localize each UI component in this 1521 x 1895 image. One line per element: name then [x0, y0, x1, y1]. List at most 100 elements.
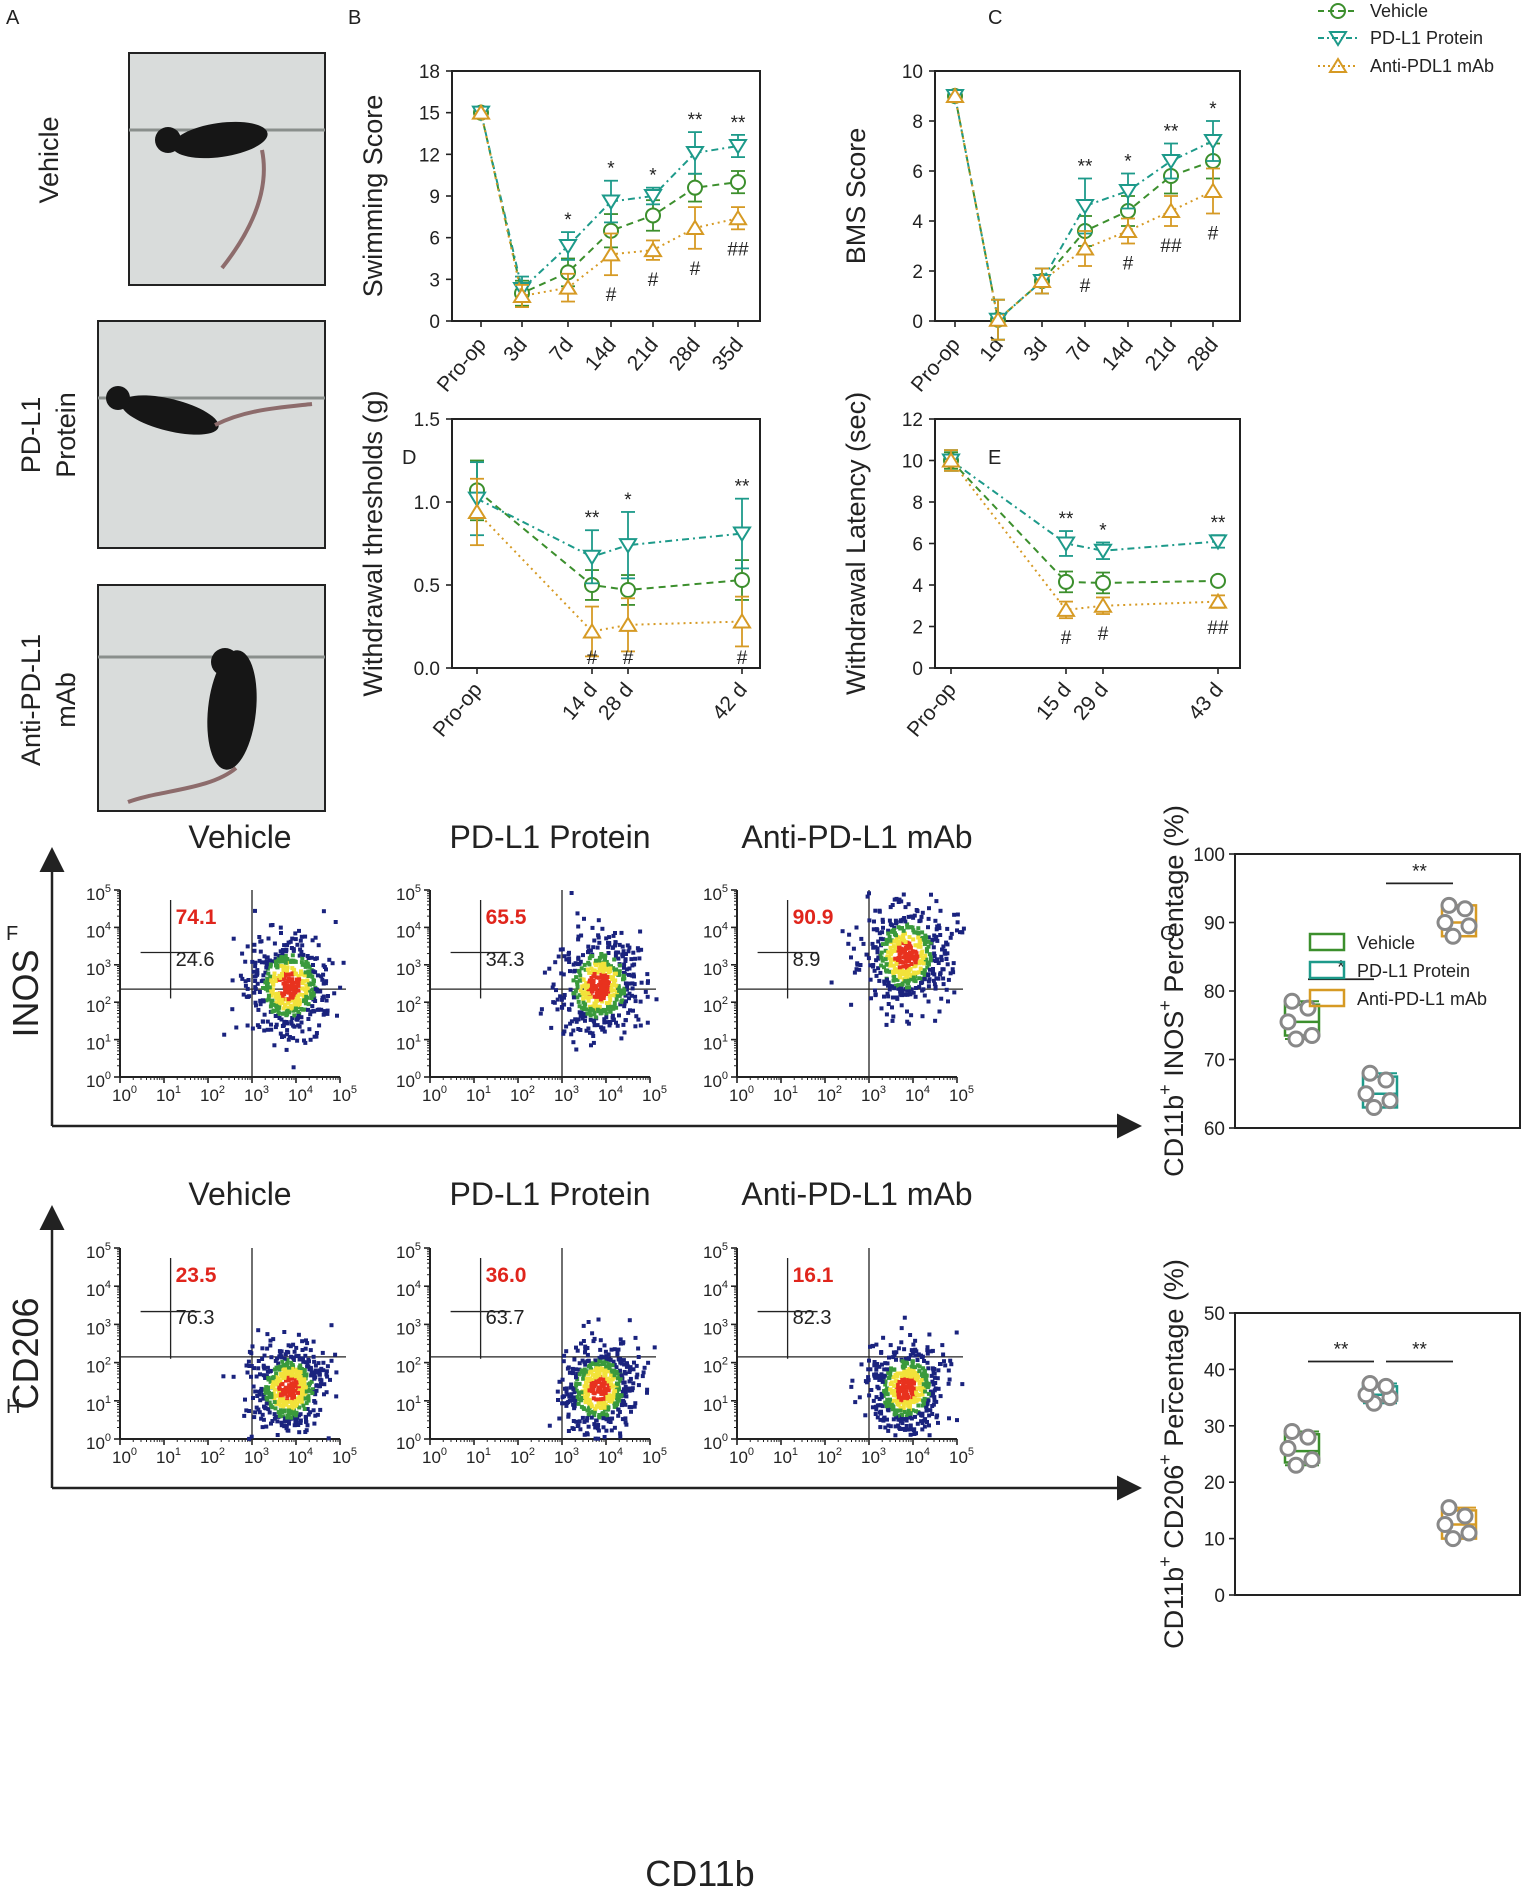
flow-event: [293, 937, 298, 942]
flow-event: [891, 1350, 896, 1355]
flow-event: [933, 986, 938, 991]
flow-event: [893, 918, 898, 923]
flow-event: [582, 916, 586, 921]
flow-event: [269, 1000, 274, 1005]
flow-event: [309, 992, 314, 996]
flow-event: [613, 978, 618, 983]
significance-hash: #: [648, 270, 659, 291]
flow-event: [922, 977, 927, 981]
flow-event: [586, 1377, 591, 1382]
flow-event: [892, 986, 897, 991]
flow-event: [636, 948, 641, 953]
flow-event: [585, 1346, 590, 1350]
flow-event: [900, 989, 905, 994]
flow-event: [605, 983, 610, 988]
flow-event: [265, 1397, 270, 1402]
flow-event: [916, 935, 921, 940]
flow-event: [614, 1405, 619, 1409]
data-point: [1075, 199, 1095, 215]
flow-event: [313, 1400, 318, 1405]
box-data-point: [1365, 1098, 1383, 1116]
flow-event: [940, 1343, 945, 1348]
flow-event: [937, 1009, 942, 1014]
flow-event: [906, 1356, 911, 1361]
flow-event: [222, 1032, 227, 1037]
flow-event: [243, 983, 248, 988]
flow-event: [294, 1403, 299, 1407]
flow-event: [291, 1023, 296, 1028]
flow-event: [912, 956, 917, 961]
flow-event: [920, 910, 925, 915]
flow-event: [897, 1395, 901, 1400]
flow-event: [291, 1036, 296, 1041]
flow-event: [573, 988, 578, 993]
flow-event: [593, 958, 598, 963]
flow-event: [578, 1427, 583, 1432]
flow-event: [585, 1352, 590, 1357]
flow-event: [630, 986, 635, 991]
flow-event: [297, 1430, 302, 1435]
flow-event: [583, 1395, 588, 1400]
data-point: [1118, 222, 1138, 238]
flow-event: [311, 963, 315, 967]
flow-title: PD-L1 Protein: [450, 1176, 651, 1212]
flow-event: [599, 992, 604, 997]
flow-event: [307, 1027, 312, 1032]
flow-event: [306, 956, 311, 960]
flow-event: [619, 999, 624, 1004]
flow-event: [930, 1379, 935, 1384]
flow-event: [297, 953, 302, 958]
flow-event: [315, 987, 320, 992]
flow-event: [625, 1364, 630, 1369]
flow-event: [288, 994, 293, 999]
flow-event: [578, 1028, 583, 1032]
flow-x-tick-label: 104: [288, 1446, 313, 1467]
flow-event: [266, 1375, 271, 1380]
flow-event: [311, 1408, 316, 1413]
flow-event: [299, 1396, 304, 1401]
flow-event: [297, 1382, 302, 1387]
flow-event: [875, 950, 880, 955]
flow-event: [866, 1378, 871, 1383]
flow-event: [272, 975, 276, 980]
flow-event: [917, 961, 922, 966]
flow-event: [575, 995, 580, 1000]
flow-event: [286, 940, 291, 945]
flow-event: [298, 1357, 303, 1361]
flow-event: [280, 994, 285, 999]
flow-event: [928, 1389, 933, 1394]
flow-event: [270, 959, 275, 964]
flow-event: [275, 965, 280, 970]
flow-event: [303, 1360, 308, 1365]
flow-event: [900, 934, 905, 939]
flow-event: [903, 976, 908, 981]
flow-event: [899, 1326, 904, 1331]
flow-event: [930, 1412, 935, 1416]
flow-event: [879, 1006, 884, 1011]
flow-event: [261, 1373, 266, 1378]
flow-event: [927, 1332, 932, 1337]
data-point: [687, 179, 703, 196]
flow-event: [307, 1388, 312, 1393]
flow-event: [617, 988, 622, 993]
flow-event: [613, 971, 618, 976]
flow-event: [294, 977, 299, 982]
flow-event: [276, 1361, 281, 1366]
flow-event: [284, 1423, 289, 1428]
flow-event: [276, 1376, 281, 1381]
flow-event: [624, 1394, 629, 1399]
flow-event: [903, 919, 908, 924]
flow-y-tick-label: 104: [703, 920, 728, 941]
flow-event: [849, 1002, 854, 1007]
flow-event: [868, 977, 873, 982]
flow-event: [567, 1007, 572, 1012]
flow-event: [257, 1410, 262, 1415]
flow-y-axis-label: CD206: [5, 1297, 46, 1409]
flow-event: [865, 894, 870, 899]
flow-event: [319, 974, 324, 979]
y-tick-label: 20: [1204, 1473, 1225, 1494]
flow-event: [904, 1414, 909, 1419]
flow-dots: [849, 1315, 965, 1438]
flow-event: [330, 961, 335, 966]
flow-event: [612, 1000, 617, 1005]
